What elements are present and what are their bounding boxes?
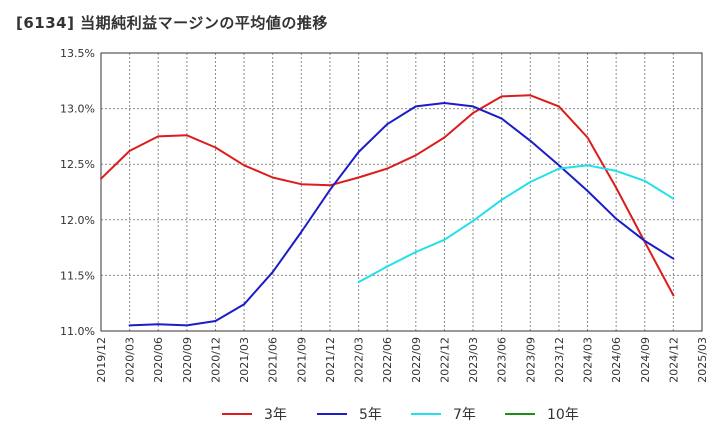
x-tick-label: 2022/09 — [410, 337, 423, 383]
x-tick-label: 2022/12 — [438, 337, 451, 383]
x-tick-label: 2021/12 — [324, 337, 337, 383]
plot-border — [100, 52, 703, 332]
x-tick-label: 2023/09 — [524, 337, 537, 383]
y-tick-label: 13.5% — [60, 47, 95, 60]
x-tick-label: 2023/03 — [467, 337, 480, 383]
plot-area — [101, 53, 702, 331]
x-tick-label: 2020/12 — [209, 337, 222, 383]
x-tick-label: 2023/06 — [496, 337, 509, 383]
series-line-3 — [357, 164, 675, 284]
y-tick-label: 12.5% — [60, 158, 95, 171]
y-tick-label: 12.0% — [60, 214, 95, 227]
x-tick-label: 2024/06 — [610, 337, 623, 383]
x-tick-label: 2019/12 — [95, 337, 108, 383]
x-tick-label: 2021/03 — [238, 337, 251, 383]
legend-label-2: 5年 — [359, 407, 382, 423]
x-tick-label: 2023/12 — [553, 337, 566, 383]
chart-title: [6134] 当期純利益マージンの平均値の推移 — [16, 14, 328, 32]
x-tick-label: 2024/09 — [639, 337, 652, 383]
x-tick-label: 2024/03 — [582, 337, 595, 383]
x-tick-label: 2024/12 — [667, 337, 680, 383]
x-tick-label: 2020/03 — [124, 337, 137, 383]
legend-label-1: 3年 — [264, 407, 287, 423]
x-tick-label: 2021/09 — [295, 337, 308, 383]
legend-label-3: 7年 — [453, 407, 476, 423]
legend-label-4: 10年 — [547, 407, 579, 423]
x-tick-label: 2025/03 — [696, 337, 709, 383]
series-line-1 — [100, 94, 675, 297]
y-tick-label: 11.5% — [60, 269, 95, 282]
x-tick-label: 2020/06 — [152, 337, 165, 383]
x-tick-label: 2020/09 — [181, 337, 194, 383]
x-tick-label: 2021/06 — [267, 337, 280, 383]
y-tick-label: 13.0% — [60, 103, 95, 116]
x-tick-label: 2022/03 — [353, 337, 366, 383]
series-line-2 — [128, 102, 675, 327]
x-tick-label: 2022/06 — [381, 337, 394, 383]
y-tick-label: 11.0% — [60, 325, 95, 338]
